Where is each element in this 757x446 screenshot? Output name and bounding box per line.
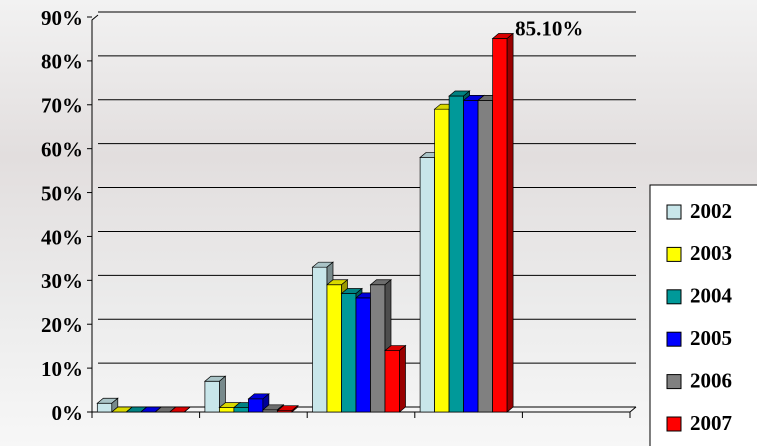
bar-front [449,96,464,412]
bar-front [97,403,112,412]
bar-front [493,39,508,412]
y-tick-label: 80% [41,50,83,74]
y-tick-label: 90% [41,6,83,30]
bar-front [385,351,400,412]
bar-front [356,298,371,412]
bar-front [205,381,220,412]
bar-front [371,285,386,412]
y-tick-label: 60% [41,137,83,161]
bar-front [327,285,342,412]
legend-label: 2007 [690,411,732,435]
y-tick-label: 0% [52,401,84,425]
bar-front [234,408,249,412]
y-tick-label: 20% [41,313,83,337]
bar-front [435,109,450,412]
bar-front [219,408,234,412]
legend-box [650,185,757,446]
legend-swatch [667,290,681,304]
bar-front [342,294,357,413]
y-tick-label: 30% [41,269,83,293]
bar-side [400,346,406,412]
bar-side [507,34,513,412]
legend-label: 2002 [690,199,732,223]
legend-label: 2006 [690,368,732,392]
value-label: 85.10% [515,16,583,40]
y-tick-label: 50% [41,181,83,205]
legend-swatch [667,417,681,431]
legend-swatch [667,247,681,261]
legend-label: 2005 [690,326,732,350]
legend-swatch [667,375,681,389]
legend-label: 2003 [690,241,732,265]
y-tick-label: 70% [41,94,83,118]
bar-front [313,267,328,412]
legend-swatch [667,205,681,219]
legend-label: 2004 [690,284,733,308]
y-tick-label: 40% [41,225,83,249]
legend-swatch [667,332,681,346]
chart: 0% 10% 20% 30% 40% 50% 60% 70% 80% 90% 85.10% 2002 2… [0,0,757,446]
bar-front [420,157,435,412]
bar-front [478,100,493,412]
bar-front [464,100,479,412]
y-tick-label: 10% [41,357,83,381]
bar-front [248,399,263,412]
